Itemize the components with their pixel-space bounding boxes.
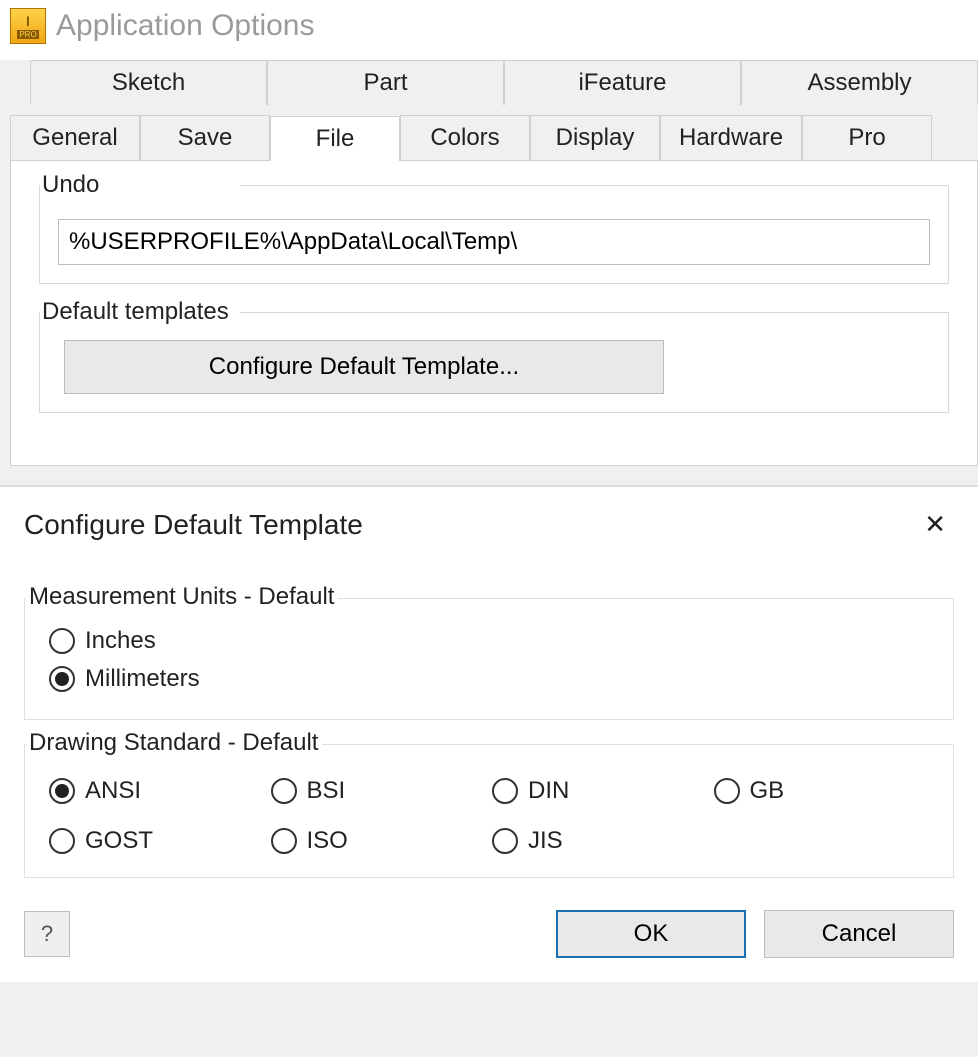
- group-undo-label: Undo: [36, 171, 105, 199]
- app-icon: I PRO: [10, 8, 46, 44]
- tab-sketch[interactable]: Sketch: [30, 60, 267, 105]
- tab-general[interactable]: General: [10, 115, 140, 160]
- group-drawing-standard: Drawing Standard - Default ANSIBSIDINGBG…: [24, 744, 954, 878]
- close-icon[interactable]: ✕: [916, 505, 954, 544]
- radio-standard-bsi[interactable]: BSI: [271, 777, 493, 805]
- radio-icon: [49, 666, 75, 692]
- group-drawing-standard-label: Drawing Standard - Default: [25, 729, 322, 757]
- tab-colors[interactable]: Colors: [400, 115, 530, 160]
- radio-label: ANSI: [85, 777, 141, 805]
- radio-label: JIS: [528, 827, 563, 855]
- radio-standard-jis[interactable]: JIS: [492, 827, 714, 855]
- tab-part[interactable]: Part: [267, 60, 504, 105]
- dialog-body: Measurement Units - Default Inches Millim…: [0, 554, 978, 890]
- group-undo: Undo: [39, 185, 949, 284]
- tab-save[interactable]: Save: [140, 115, 270, 160]
- configure-default-template-dialog: Configure Default Template ✕ Measurement…: [0, 486, 978, 982]
- tab-hardware[interactable]: Hardware: [660, 115, 802, 160]
- tab-prompts[interactable]: Pro: [802, 115, 932, 160]
- dialog-title-bar: Configure Default Template ✕: [0, 487, 978, 554]
- radio-icon: [714, 778, 740, 804]
- page-body: Sketch Part iFeature Assembly General Sa…: [0, 60, 978, 1057]
- radio-label: DIN: [528, 777, 569, 805]
- radio-standard-ansi[interactable]: ANSI: [49, 777, 271, 805]
- help-icon: ?: [41, 921, 53, 947]
- radio-label: Millimeters: [85, 665, 200, 693]
- tab-ifeature[interactable]: iFeature: [504, 60, 741, 105]
- radio-label: ISO: [307, 827, 348, 855]
- radio-label: BSI: [307, 777, 346, 805]
- title-bar: I PRO Application Options: [0, 0, 978, 50]
- radio-label: GB: [750, 777, 785, 805]
- configure-default-template-button[interactable]: Configure Default Template...: [64, 340, 664, 394]
- radio-label: GOST: [85, 827, 153, 855]
- group-measurement-units: Measurement Units - Default InchesMillim…: [24, 598, 954, 720]
- app-icon-sub: PRO: [17, 30, 38, 39]
- window-title: Application Options: [56, 9, 315, 43]
- tab-assembly[interactable]: Assembly: [741, 60, 978, 105]
- radio-label: Inches: [85, 627, 156, 655]
- tab-file[interactable]: File: [270, 116, 400, 161]
- radio-units-millimeters[interactable]: Millimeters: [49, 665, 935, 693]
- radio-icon: [492, 778, 518, 804]
- tab-row-top: Sketch Part iFeature Assembly: [10, 60, 978, 105]
- group-measurement-units-label: Measurement Units - Default: [25, 583, 338, 611]
- radio-standard-iso[interactable]: ISO: [271, 827, 493, 855]
- help-button[interactable]: ?: [24, 911, 70, 957]
- group-default-templates-label: Default templates: [36, 298, 235, 326]
- dialog-title: Configure Default Template: [24, 509, 363, 541]
- radio-icon: [271, 778, 297, 804]
- radio-icon: [49, 628, 75, 654]
- radio-units-inches[interactable]: Inches: [49, 627, 935, 655]
- radio-icon: [49, 778, 75, 804]
- group-default-templates: Default templates Configure Default Temp…: [39, 312, 949, 413]
- app-icon-letter: I: [26, 14, 30, 28]
- radio-standard-din[interactable]: DIN: [492, 777, 714, 805]
- ok-button[interactable]: OK: [556, 910, 746, 958]
- radio-standard-gost[interactable]: GOST: [49, 827, 271, 855]
- radio-icon: [271, 828, 297, 854]
- tab-content-file: Undo Default templates Configure Default…: [10, 160, 978, 466]
- dialog-button-row: ? OK Cancel: [0, 890, 978, 982]
- cancel-button[interactable]: Cancel: [764, 910, 954, 958]
- tab-display[interactable]: Display: [530, 115, 660, 160]
- tab-row-bottom: General Save File Colors Display Hardwar…: [10, 115, 978, 160]
- undo-path-input[interactable]: [58, 219, 930, 265]
- radio-standard-gb[interactable]: GB: [714, 777, 936, 805]
- radio-icon: [492, 828, 518, 854]
- radio-icon: [49, 828, 75, 854]
